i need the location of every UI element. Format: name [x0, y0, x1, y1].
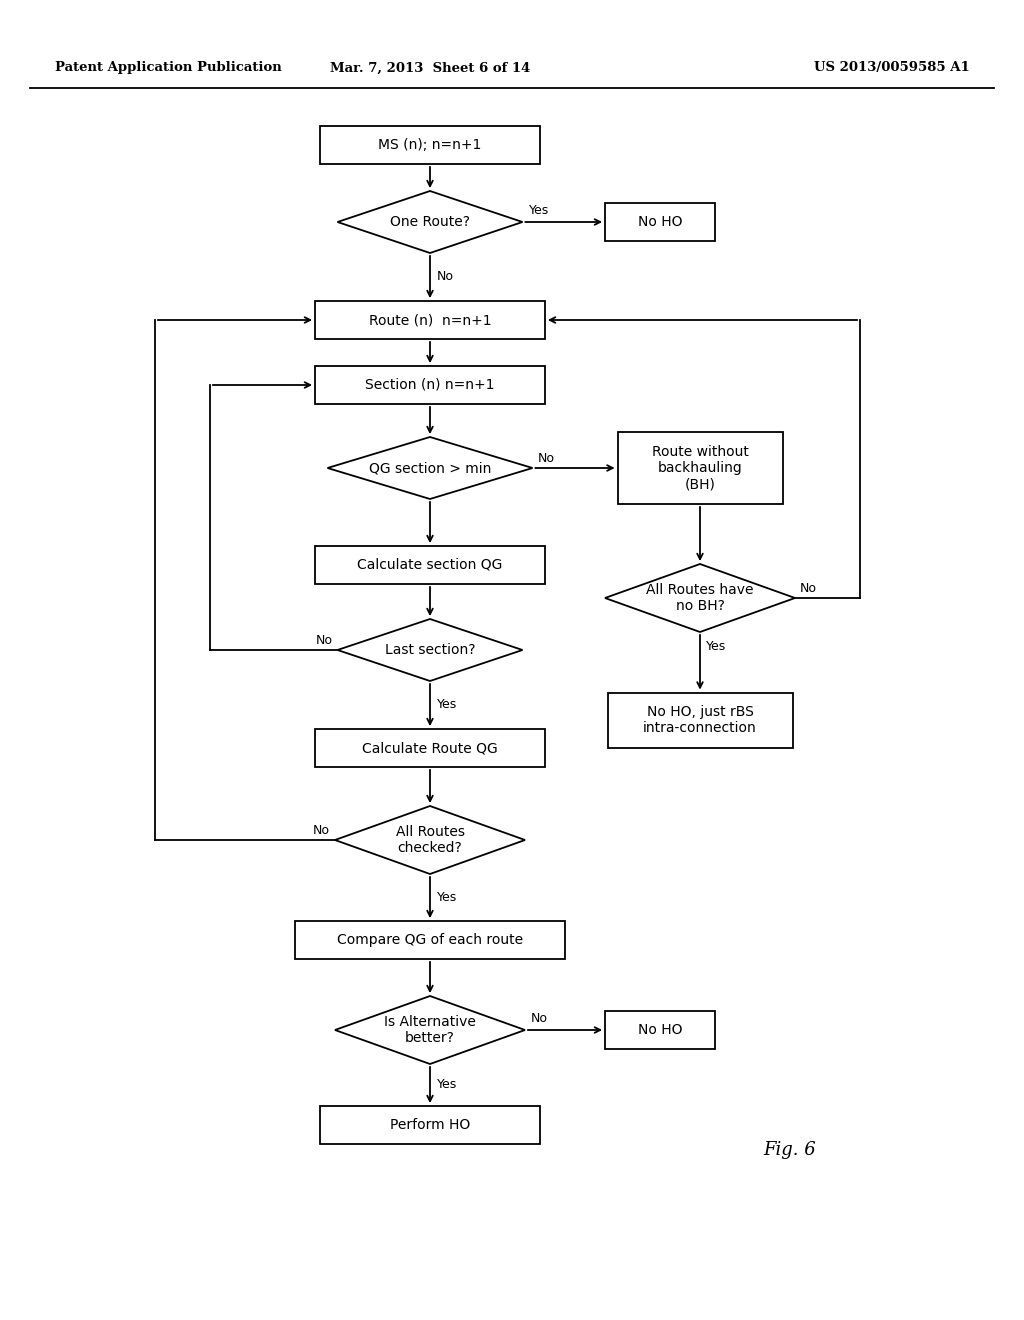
- Text: Patent Application Publication: Patent Application Publication: [55, 62, 282, 74]
- FancyBboxPatch shape: [315, 729, 545, 767]
- Polygon shape: [605, 564, 795, 632]
- Text: Yes: Yes: [706, 639, 726, 652]
- Polygon shape: [338, 619, 522, 681]
- Text: Last section?: Last section?: [385, 643, 475, 657]
- Text: Perform HO: Perform HO: [390, 1118, 470, 1133]
- Text: MS (n); n=n+1: MS (n); n=n+1: [378, 139, 481, 152]
- Text: Calculate section QG: Calculate section QG: [357, 558, 503, 572]
- Text: All Routes have
no BH?: All Routes have no BH?: [646, 583, 754, 612]
- Text: Yes: Yes: [437, 698, 458, 711]
- Text: QG section > min: QG section > min: [369, 461, 492, 475]
- Text: One Route?: One Route?: [390, 215, 470, 228]
- Text: No: No: [531, 1011, 548, 1024]
- Text: Route (n)  n=n+1: Route (n) n=n+1: [369, 313, 492, 327]
- FancyBboxPatch shape: [605, 1011, 715, 1049]
- Text: No: No: [538, 451, 555, 465]
- Text: Calculate Route QG: Calculate Route QG: [362, 741, 498, 755]
- Text: No HO: No HO: [638, 1023, 682, 1038]
- Text: Fig. 6: Fig. 6: [764, 1140, 816, 1159]
- Text: Route without
backhauling
(BH): Route without backhauling (BH): [651, 445, 749, 491]
- FancyBboxPatch shape: [617, 432, 782, 504]
- FancyBboxPatch shape: [315, 546, 545, 583]
- FancyBboxPatch shape: [295, 921, 565, 960]
- Text: No: No: [437, 271, 454, 284]
- Text: Is Alternative
better?: Is Alternative better?: [384, 1015, 476, 1045]
- FancyBboxPatch shape: [319, 1106, 540, 1144]
- Text: All Routes
checked?: All Routes checked?: [395, 825, 465, 855]
- FancyBboxPatch shape: [315, 366, 545, 404]
- Text: Yes: Yes: [437, 891, 458, 904]
- Text: No: No: [313, 824, 330, 837]
- Polygon shape: [335, 807, 525, 874]
- FancyBboxPatch shape: [607, 693, 793, 747]
- Text: No: No: [315, 634, 333, 647]
- Text: Section (n) n=n+1: Section (n) n=n+1: [366, 378, 495, 392]
- Polygon shape: [328, 437, 532, 499]
- Polygon shape: [335, 997, 525, 1064]
- Text: Yes: Yes: [528, 203, 549, 216]
- FancyBboxPatch shape: [319, 125, 540, 164]
- Text: US 2013/0059585 A1: US 2013/0059585 A1: [814, 62, 970, 74]
- Text: No HO: No HO: [638, 215, 682, 228]
- Text: Yes: Yes: [437, 1078, 458, 1092]
- FancyBboxPatch shape: [315, 301, 545, 339]
- FancyBboxPatch shape: [605, 203, 715, 242]
- Polygon shape: [338, 191, 522, 253]
- Text: Compare QG of each route: Compare QG of each route: [337, 933, 523, 946]
- Text: No HO, just rBS
intra-connection: No HO, just rBS intra-connection: [643, 705, 757, 735]
- Text: Mar. 7, 2013  Sheet 6 of 14: Mar. 7, 2013 Sheet 6 of 14: [330, 62, 530, 74]
- Text: No: No: [800, 582, 817, 594]
